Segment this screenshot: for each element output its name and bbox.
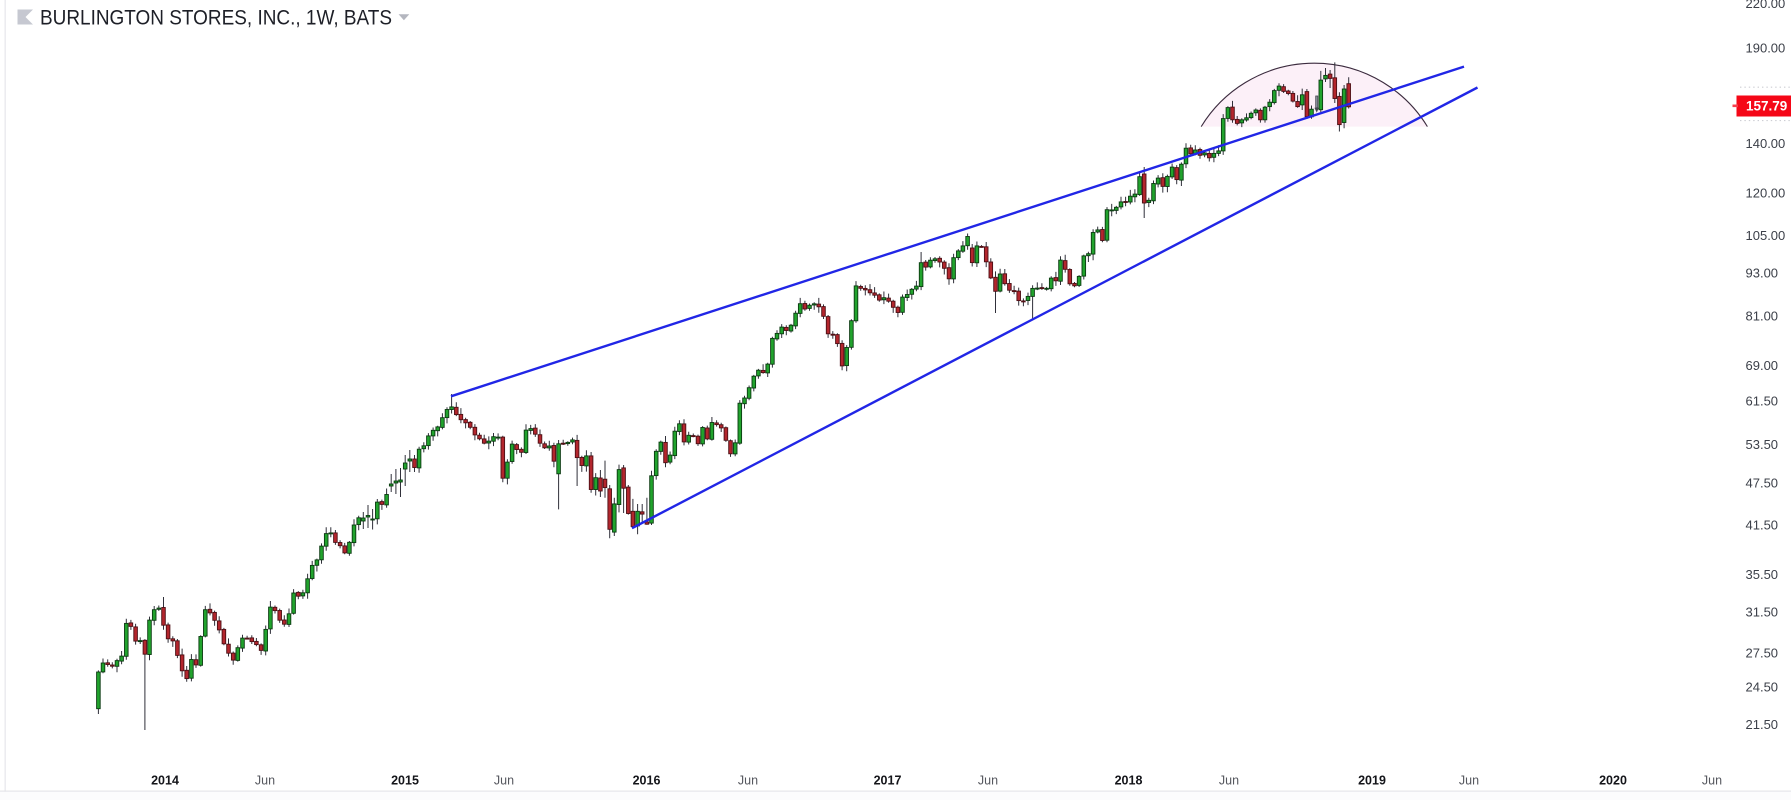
svg-text:35.50: 35.50 xyxy=(1746,567,1779,582)
svg-text:69.00: 69.00 xyxy=(1746,358,1779,373)
svg-text:Jun: Jun xyxy=(494,774,514,788)
svg-text:47.50: 47.50 xyxy=(1746,476,1779,491)
svg-text:27.50: 27.50 xyxy=(1746,646,1779,661)
svg-text:21.50: 21.50 xyxy=(1746,717,1779,732)
svg-text:93.00: 93.00 xyxy=(1746,265,1779,280)
svg-text:105.00: 105.00 xyxy=(1746,228,1786,243)
svg-text:BURLINGTON STORES, INC., 1W, B: BURLINGTON STORES, INC., 1W, BATS xyxy=(40,7,392,30)
svg-text:2018: 2018 xyxy=(1115,774,1143,788)
svg-text:140.00: 140.00 xyxy=(1746,136,1786,151)
svg-text:24.50: 24.50 xyxy=(1746,679,1779,694)
svg-text:157.79: 157.79 xyxy=(1746,99,1787,114)
svg-text:2016: 2016 xyxy=(633,774,661,788)
svg-text:Jun: Jun xyxy=(255,774,275,788)
svg-text:Jun: Jun xyxy=(978,774,998,788)
svg-text:Jun: Jun xyxy=(1459,774,1479,788)
svg-text:31.50: 31.50 xyxy=(1746,604,1779,619)
svg-text:53.50: 53.50 xyxy=(1746,437,1779,452)
svg-text:120.00: 120.00 xyxy=(1746,185,1786,200)
svg-text:190.00: 190.00 xyxy=(1746,40,1786,55)
svg-text:Jun: Jun xyxy=(738,774,758,788)
svg-text:220.00: 220.00 xyxy=(1746,0,1786,11)
svg-text:2020: 2020 xyxy=(1599,774,1627,788)
svg-text:2019: 2019 xyxy=(1358,774,1386,788)
svg-text:Jun: Jun xyxy=(1219,774,1239,788)
svg-text:2017: 2017 xyxy=(874,774,902,788)
svg-text:61.50: 61.50 xyxy=(1746,393,1779,408)
svg-text:2014: 2014 xyxy=(151,774,179,788)
svg-text:Jun: Jun xyxy=(1702,774,1722,788)
svg-text:41.50: 41.50 xyxy=(1746,518,1779,533)
svg-text:2015: 2015 xyxy=(391,774,419,788)
svg-text:81.00: 81.00 xyxy=(1746,308,1779,323)
